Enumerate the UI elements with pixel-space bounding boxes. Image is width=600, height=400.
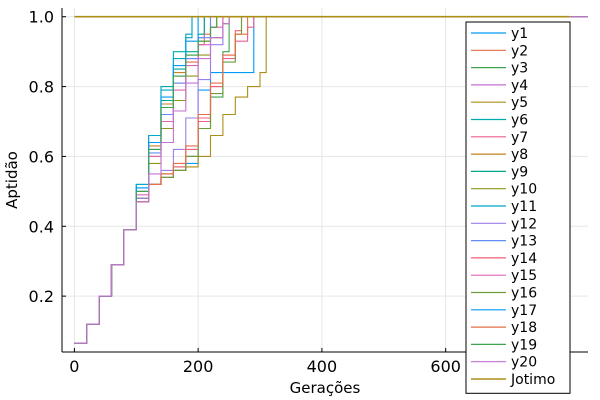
legend-box <box>465 21 571 394</box>
legend-entry-y18: y18 <box>511 320 537 336</box>
legend-entry-y9: y9 <box>511 164 528 180</box>
y-tick-label: 1.0 <box>29 8 54 27</box>
x-tick-label: 400 <box>307 357 338 376</box>
legend-entry-y4: y4 <box>511 78 528 94</box>
legend-entry-y3: y3 <box>511 61 528 77</box>
x-tick-label: 600 <box>430 357 461 376</box>
y-tick-label: 0.2 <box>29 287 54 306</box>
legend-entry-y20: y20 <box>511 355 537 371</box>
legend-entry-y10: y10 <box>511 182 537 198</box>
y-tick-label: 0.6 <box>29 147 54 166</box>
legend-entry-y1: y1 <box>511 26 528 42</box>
x-axis-label: Gerações <box>290 379 361 397</box>
x-tick-label: 200 <box>183 357 214 376</box>
legend-entry-y14: y14 <box>511 251 537 267</box>
legend-entry-y16: y16 <box>511 286 537 302</box>
legend-entry-y11: y11 <box>511 199 537 215</box>
y-axis-label: Aptidão <box>3 151 21 209</box>
legend-entry-y8: y8 <box>511 147 528 163</box>
legend-entry-y6: y6 <box>511 113 528 129</box>
x-tick-label: 0 <box>69 357 79 376</box>
legend-entry-y7: y7 <box>511 130 528 146</box>
legend-entry-y13: y13 <box>511 234 537 250</box>
legend-entry-y12: y12 <box>511 216 537 232</box>
legend-entry-y15: y15 <box>511 268 537 284</box>
legend-entry-y5: y5 <box>511 95 528 111</box>
series-lines <box>74 15 588 344</box>
legend-entry-y19: y19 <box>511 337 537 353</box>
legend-entry-jotimo: Jotimo <box>510 372 555 388</box>
y-tick-label: 0.8 <box>29 78 54 97</box>
y-tick-label: 0.4 <box>29 217 54 236</box>
legend: y1y2y3y4y5y6y7y8y9y10y11y12y13y14y15y16y… <box>465 21 571 394</box>
legend-entry-y17: y17 <box>511 303 537 319</box>
legend-entry-y2: y2 <box>511 43 528 59</box>
tick-labels: 0 200 400 600 0.2 0.4 0.6 0.8 1.0 <box>29 8 461 376</box>
series-line-y20 <box>74 16 588 344</box>
